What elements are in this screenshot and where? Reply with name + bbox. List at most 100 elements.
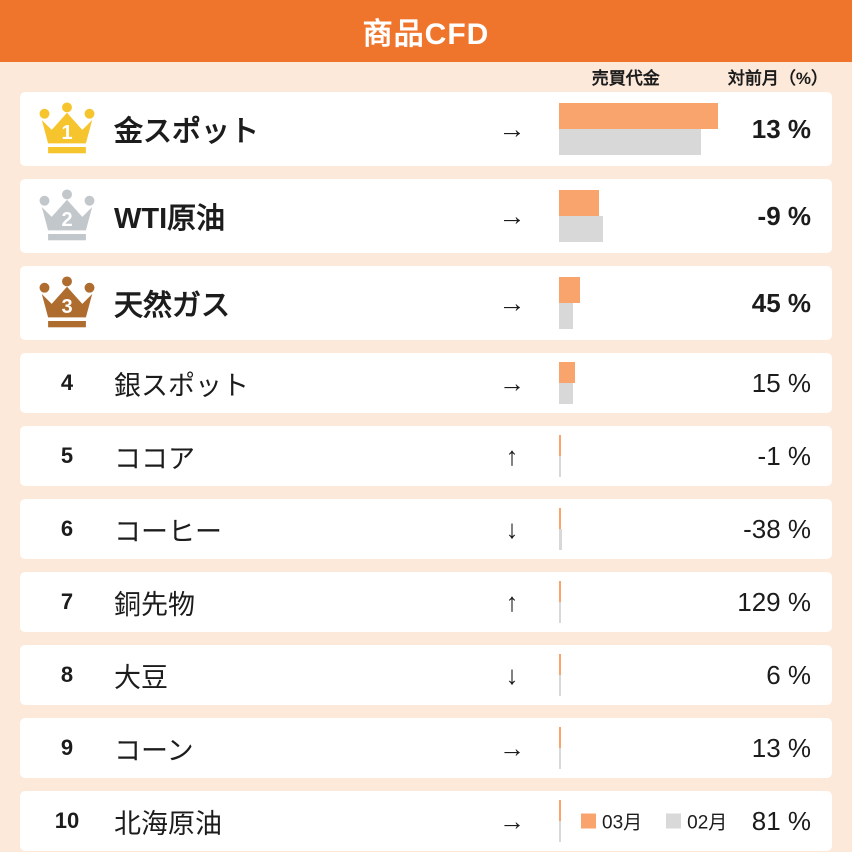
- trading-value-bars: [542, 581, 712, 623]
- rank-cell: 9: [20, 718, 114, 778]
- crown-icon: [39, 189, 95, 241]
- ranking-row[interactable]: 6 コーヒー ↓ -38 %: [20, 499, 832, 559]
- bar-current-month: [559, 277, 580, 303]
- rank-cell: 4: [20, 353, 114, 413]
- rank-number: 2: [61, 209, 73, 231]
- ranking-row[interactable]: 10 北海原油 → 03月 02月 81 %: [20, 791, 832, 851]
- instrument-name: コーン: [114, 735, 194, 766]
- column-header-mom-pct: 対前月（%）: [727, 68, 828, 88]
- rank-number: 9: [60, 735, 74, 760]
- instrument-name: コーヒー: [114, 516, 222, 547]
- instrument-name: 北海原油: [114, 808, 222, 839]
- instrument-name: 天然ガス: [114, 290, 231, 322]
- rank-number: 4: [60, 370, 74, 395]
- rank-number: 3: [61, 296, 73, 318]
- trend-arrow-icon: →: [499, 805, 525, 836]
- rank-cell: 2: [20, 179, 114, 253]
- bar-legend: 03月 02月: [581, 808, 727, 835]
- mom-percent: -1 %: [757, 440, 811, 471]
- app-header: 商品CFD: [0, 0, 852, 62]
- ranking-row[interactable]: 7 銅先物 ↑ 129 %: [20, 572, 832, 632]
- rank-number: 1: [61, 122, 73, 144]
- mom-percent: 13 %: [751, 113, 811, 144]
- trend-arrow-icon: →: [498, 113, 526, 144]
- ranking-row[interactable]: 8 大豆 ↓ 6 %: [20, 645, 832, 705]
- mom-percent: -9 %: [757, 200, 811, 231]
- bar-previous-month: [559, 602, 561, 623]
- ranking-list: 1 金スポット → 13 % 2 WTI原油 → -9 % 3 天然ガス → 45 % 4 銀スポット → 1…: [0, 90, 852, 851]
- rank-cell: 6: [20, 499, 114, 559]
- rank-cell: 3: [20, 266, 114, 340]
- rank-cell: 5: [20, 426, 114, 486]
- trading-value-bars: [542, 277, 712, 329]
- ranking-row[interactable]: 5 ココア ↑ -1 %: [20, 426, 832, 486]
- instrument-name: 大豆: [114, 662, 168, 693]
- trend-arrow-icon: →: [498, 287, 526, 318]
- mom-percent: 81 %: [751, 805, 811, 836]
- rank-crown-bronze: 3: [38, 276, 96, 330]
- rank-cell: 7: [20, 572, 114, 632]
- bar-previous-month: [559, 748, 561, 769]
- bar-current-month: [559, 727, 561, 748]
- trend-arrow-icon: ↓: [505, 659, 519, 690]
- bar-previous-month: [559, 675, 561, 696]
- trading-value-bars: [542, 654, 712, 696]
- crown-icon: [39, 276, 95, 328]
- mom-percent: -38 %: [743, 513, 811, 544]
- bar-previous-month: [559, 529, 562, 550]
- mom-percent: 129 %: [737, 586, 811, 617]
- trading-value-bars: [542, 362, 712, 404]
- bar-previous-month: [559, 821, 561, 842]
- bar-previous-month: [559, 383, 573, 404]
- bar-current-month: [559, 800, 561, 821]
- bar-current-month: [559, 654, 561, 675]
- bar-previous-month: [559, 456, 561, 477]
- instrument-name: 銅先物: [114, 589, 195, 620]
- instrument-name: 金スポット: [114, 116, 260, 148]
- rank-crown-gold: 1: [38, 102, 96, 156]
- legend-current-label: 03月: [602, 812, 643, 834]
- rank-number: 6: [60, 516, 74, 541]
- mom-percent: 45 %: [751, 287, 811, 318]
- column-header-trading-value: 売買代金: [591, 68, 660, 88]
- legend-previous-label: 02月: [687, 812, 728, 834]
- rank-number: 10: [54, 808, 80, 833]
- rank-number: 7: [60, 589, 74, 614]
- mom-percent: 6 %: [766, 659, 811, 690]
- trend-arrow-icon: →: [499, 367, 525, 398]
- trading-value-bars: [542, 103, 718, 155]
- rank-number: 5: [60, 443, 74, 468]
- ranking-row[interactable]: 2 WTI原油 → -9 %: [20, 179, 832, 253]
- bar-current-month: [559, 190, 599, 216]
- bar-current-month: [559, 103, 718, 129]
- legend-previous-swatch: [666, 813, 682, 829]
- rank-cell: 1: [20, 92, 114, 166]
- bar-previous-month: [559, 129, 701, 155]
- crown-icon: [39, 102, 95, 154]
- ranking-row[interactable]: 4 銀スポット → 15 %: [20, 353, 832, 413]
- trend-arrow-icon: ↓: [505, 513, 519, 544]
- instrument-name: 銀スポット: [114, 370, 249, 401]
- rank-cell: 10: [20, 791, 114, 851]
- mom-percent: 13 %: [751, 732, 811, 763]
- legend-current-swatch: [581, 813, 596, 829]
- trend-arrow-icon: →: [499, 732, 525, 763]
- trading-value-bars: [542, 727, 712, 769]
- trading-value-bars: [542, 435, 712, 477]
- mom-percent: 15 %: [751, 367, 811, 398]
- trading-value-bars: 03月 02月: [542, 800, 727, 842]
- bar-current-month: [559, 581, 561, 602]
- rank-number: 8: [60, 662, 74, 687]
- trend-arrow-icon: ↑: [505, 586, 519, 617]
- bar-current-month: [559, 362, 575, 383]
- rank-cell: 8: [20, 645, 114, 705]
- ranking-row[interactable]: 3 天然ガス → 45 %: [20, 266, 832, 340]
- trading-value-bars: [542, 508, 712, 550]
- bar-previous-month: [559, 216, 603, 242]
- ranking-row[interactable]: 1 金スポット → 13 %: [20, 92, 832, 166]
- bar-current-month: [559, 435, 561, 456]
- page-title: 商品CFD: [362, 18, 490, 51]
- trend-arrow-icon: →: [498, 200, 526, 231]
- bar-previous-month: [559, 303, 573, 329]
- ranking-row[interactable]: 9 コーン → 13 %: [20, 718, 832, 778]
